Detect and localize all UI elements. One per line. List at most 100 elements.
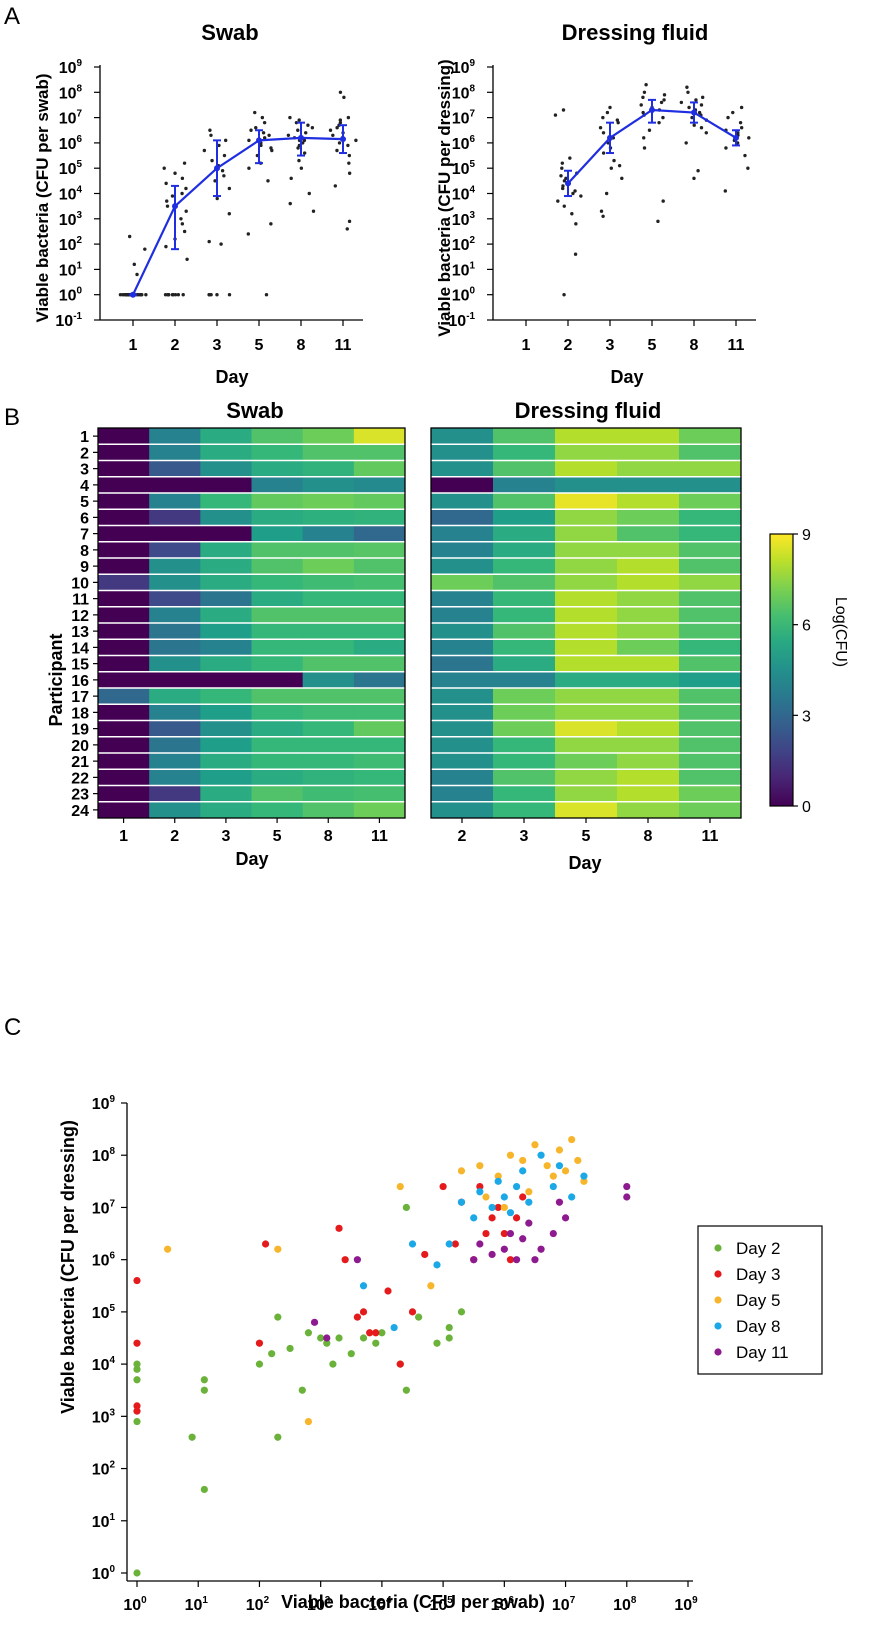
c-point-day-8 (506, 1209, 515, 1217)
c-point-day-11 (512, 1256, 521, 1264)
b-swab-cell (251, 801, 304, 819)
a-swab-point (182, 161, 187, 165)
b-swab-cell (353, 720, 406, 738)
b-swab-cell (149, 801, 201, 819)
a-swab-point (286, 133, 291, 138)
c-point-day-5 (304, 1417, 313, 1426)
c-point-day-2 (298, 1386, 306, 1394)
b-swab-cell (98, 428, 150, 445)
a-swab-point (347, 171, 352, 175)
a-swab-point (180, 191, 184, 196)
a-swab-ytick-label-base: 10 (59, 111, 77, 128)
a-swab-point (253, 110, 257, 115)
b-dressing-cell (679, 688, 742, 705)
b-swab-ytick-label: 17 (71, 689, 89, 706)
c-point-day-3 (408, 1308, 417, 1316)
a-swab-point (215, 196, 219, 201)
b-swab-cell (149, 623, 201, 640)
c-xtick-label: 106 (491, 1595, 515, 1614)
b-swab-cell (302, 606, 355, 624)
b-dressing-xtick-label: 2 (458, 828, 467, 845)
a-dressing-ytick-label-exp: 1 (469, 260, 475, 271)
a-swab-point (181, 293, 185, 297)
b-swab-cell (353, 623, 406, 640)
a-dressing-ytick-label-base: 10 (448, 313, 466, 330)
b-dressing-cell (617, 639, 680, 656)
c-point-day-8 (580, 1172, 588, 1180)
b-swab-cell (149, 493, 201, 510)
b-dressing-cell (555, 688, 618, 705)
a-dressing-ytick-label: 102 (452, 235, 476, 254)
a-dressing-point (731, 110, 735, 115)
b-swab-cell (200, 476, 252, 494)
a-dressing-point (601, 131, 606, 135)
b-dressing-cell (431, 785, 494, 803)
colorbar-tick-label: 6 (802, 618, 811, 635)
a-dressing-mean-point (649, 107, 655, 114)
c-point-day-2 (335, 1334, 343, 1342)
a-dressing-ytick-label-base: 10 (452, 288, 470, 305)
b-swab-cell (98, 444, 150, 461)
c-ytick-label: 103 (92, 1407, 116, 1426)
c-ytick-label: 104 (92, 1355, 116, 1374)
a-swab-point (144, 293, 148, 297)
c-point-day-8 (555, 1162, 564, 1170)
b-dressing-cell (617, 801, 680, 819)
b-swab-cell (353, 574, 406, 591)
b-dressing-cell (555, 801, 618, 819)
b-dressing-cell (617, 720, 680, 738)
b-swab-ytick-label: 5 (80, 494, 89, 511)
b-dressing-cell (679, 753, 742, 770)
b-dressing-cell (493, 688, 556, 705)
panel-label-b: B (4, 404, 20, 431)
b-swab-cell (98, 525, 150, 543)
a-dressing-point (574, 222, 578, 226)
b-swab-cell (98, 493, 150, 510)
a-swab-point (333, 184, 338, 188)
c-point-day-11 (310, 1318, 319, 1326)
a-swab-point (213, 179, 217, 183)
c-point-day-5 (396, 1182, 404, 1191)
c-point-day-11 (531, 1256, 539, 1264)
b-dressing-cell (617, 541, 680, 559)
b-dressing-cell (555, 590, 618, 608)
b-swab-cell (200, 623, 252, 640)
a-swab-point (269, 222, 273, 226)
b-swab-xtick-label: 5 (273, 828, 282, 845)
a-dressing-point (598, 126, 603, 130)
c-ytick-label: 105 (92, 1303, 116, 1322)
c-point-day-3 (500, 1229, 508, 1238)
b-swab-cell (200, 460, 252, 478)
c-point-day-2 (255, 1360, 264, 1368)
a-swab-xtick-label: 11 (335, 337, 352, 354)
c-point-day-3 (335, 1224, 343, 1232)
b-swab-cell (149, 541, 201, 559)
a-swab-ytick-label-exp: 8 (76, 83, 82, 94)
c-point-day-8 (390, 1323, 398, 1332)
b-dressing-title: Dressing fluid (515, 398, 662, 423)
c-xtick-label-base: 10 (429, 1597, 447, 1614)
b-swab-cell (98, 688, 150, 705)
b-dressing-cell (493, 655, 556, 673)
b-swab-cell (302, 493, 355, 510)
b-dressing-cell (493, 590, 556, 608)
c-point-day-5 (543, 1162, 551, 1170)
c-point-day-2 (445, 1334, 453, 1342)
a-dressing-ytick-label-exp: 3 (469, 210, 475, 221)
c-point-day-2 (372, 1339, 380, 1347)
a-swab-mean-point (172, 203, 178, 210)
c-xlabel: Viable bacteria (CFU per swab) (281, 1592, 545, 1612)
b-dressing-cell (617, 671, 680, 689)
b-swab-cell (302, 720, 355, 738)
a-swab-mean-point (214, 165, 220, 172)
b-swab-xtick-label: 3 (221, 828, 230, 845)
a-dressing-point (659, 100, 664, 105)
c-point-day-2 (317, 1334, 325, 1342)
b-swab-cell (353, 655, 406, 673)
a-dressing-ytick-label: 104 (452, 185, 476, 204)
b-swab-cell (251, 623, 304, 640)
a-dressing-point (615, 118, 620, 122)
c-xtick-label-exp: 1 (202, 1595, 208, 1606)
a-dressing-point (601, 214, 605, 218)
c-xtick-label: 105 (429, 1595, 453, 1614)
